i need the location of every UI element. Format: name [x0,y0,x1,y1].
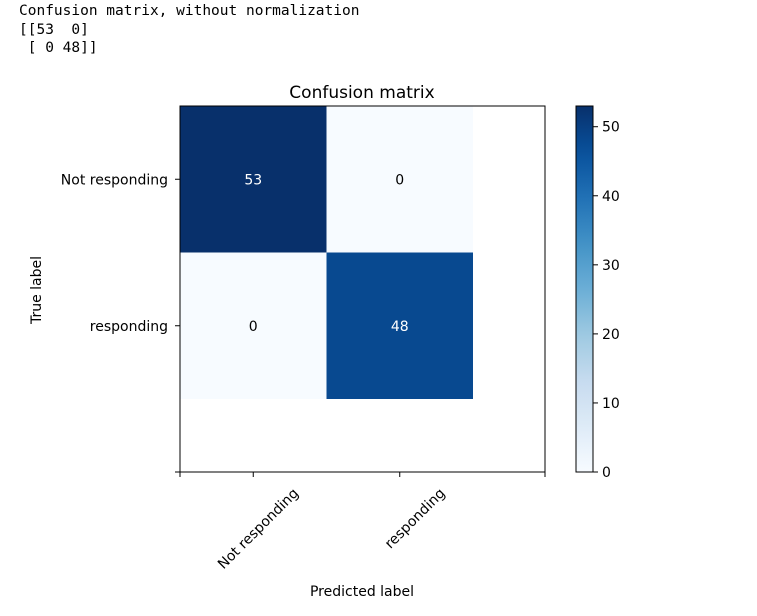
chart-title: Confusion matrix [289,83,434,103]
cell-value-label: 0 [395,172,404,188]
colorbar-tick-label: 0 [602,465,611,481]
plot-frame [179,105,546,473]
y-tick-label: responding [90,319,168,335]
colorbar-tick-label: 40 [602,189,620,205]
x-tick-label: responding [382,486,449,553]
colorbar: 0 10 20 30 40 50 [575,105,620,481]
colorbar-tick-label: 30 [602,258,620,274]
x-axis: Not responding responding [179,472,546,573]
x-axis-label: Predicted label [310,584,414,600]
colorbar-tick-label: 20 [602,327,620,343]
y-tick-label: Not responding [61,172,168,188]
console-line: Confusion matrix, without normalization [19,3,360,19]
colorbar-gradient [575,105,594,473]
y-axis-label: True label [29,256,45,325]
x-tick-label: Not responding [215,486,302,573]
heatmap-cell [180,252,327,399]
colorbar-tick-label: 10 [602,396,620,412]
colorbar-tick-label: 50 [602,120,620,136]
cell-value-label: 48 [391,319,409,335]
y-axis: Not responding responding [61,172,180,473]
console-line: [ 0 48]] [19,40,98,56]
heatmap-cell-labels: 53 0 0 48 [244,172,408,335]
cell-value-label: 0 [249,319,258,335]
console-output: Confusion matrix, without normalization [… [19,2,359,58]
heatmap-cell [326,252,473,399]
console-line: [[53 0] [19,21,89,38]
cell-value-label: 53 [244,172,262,188]
heatmap-cells [180,106,473,399]
heatmap-cell [326,106,473,253]
heatmap-cell [180,106,327,253]
